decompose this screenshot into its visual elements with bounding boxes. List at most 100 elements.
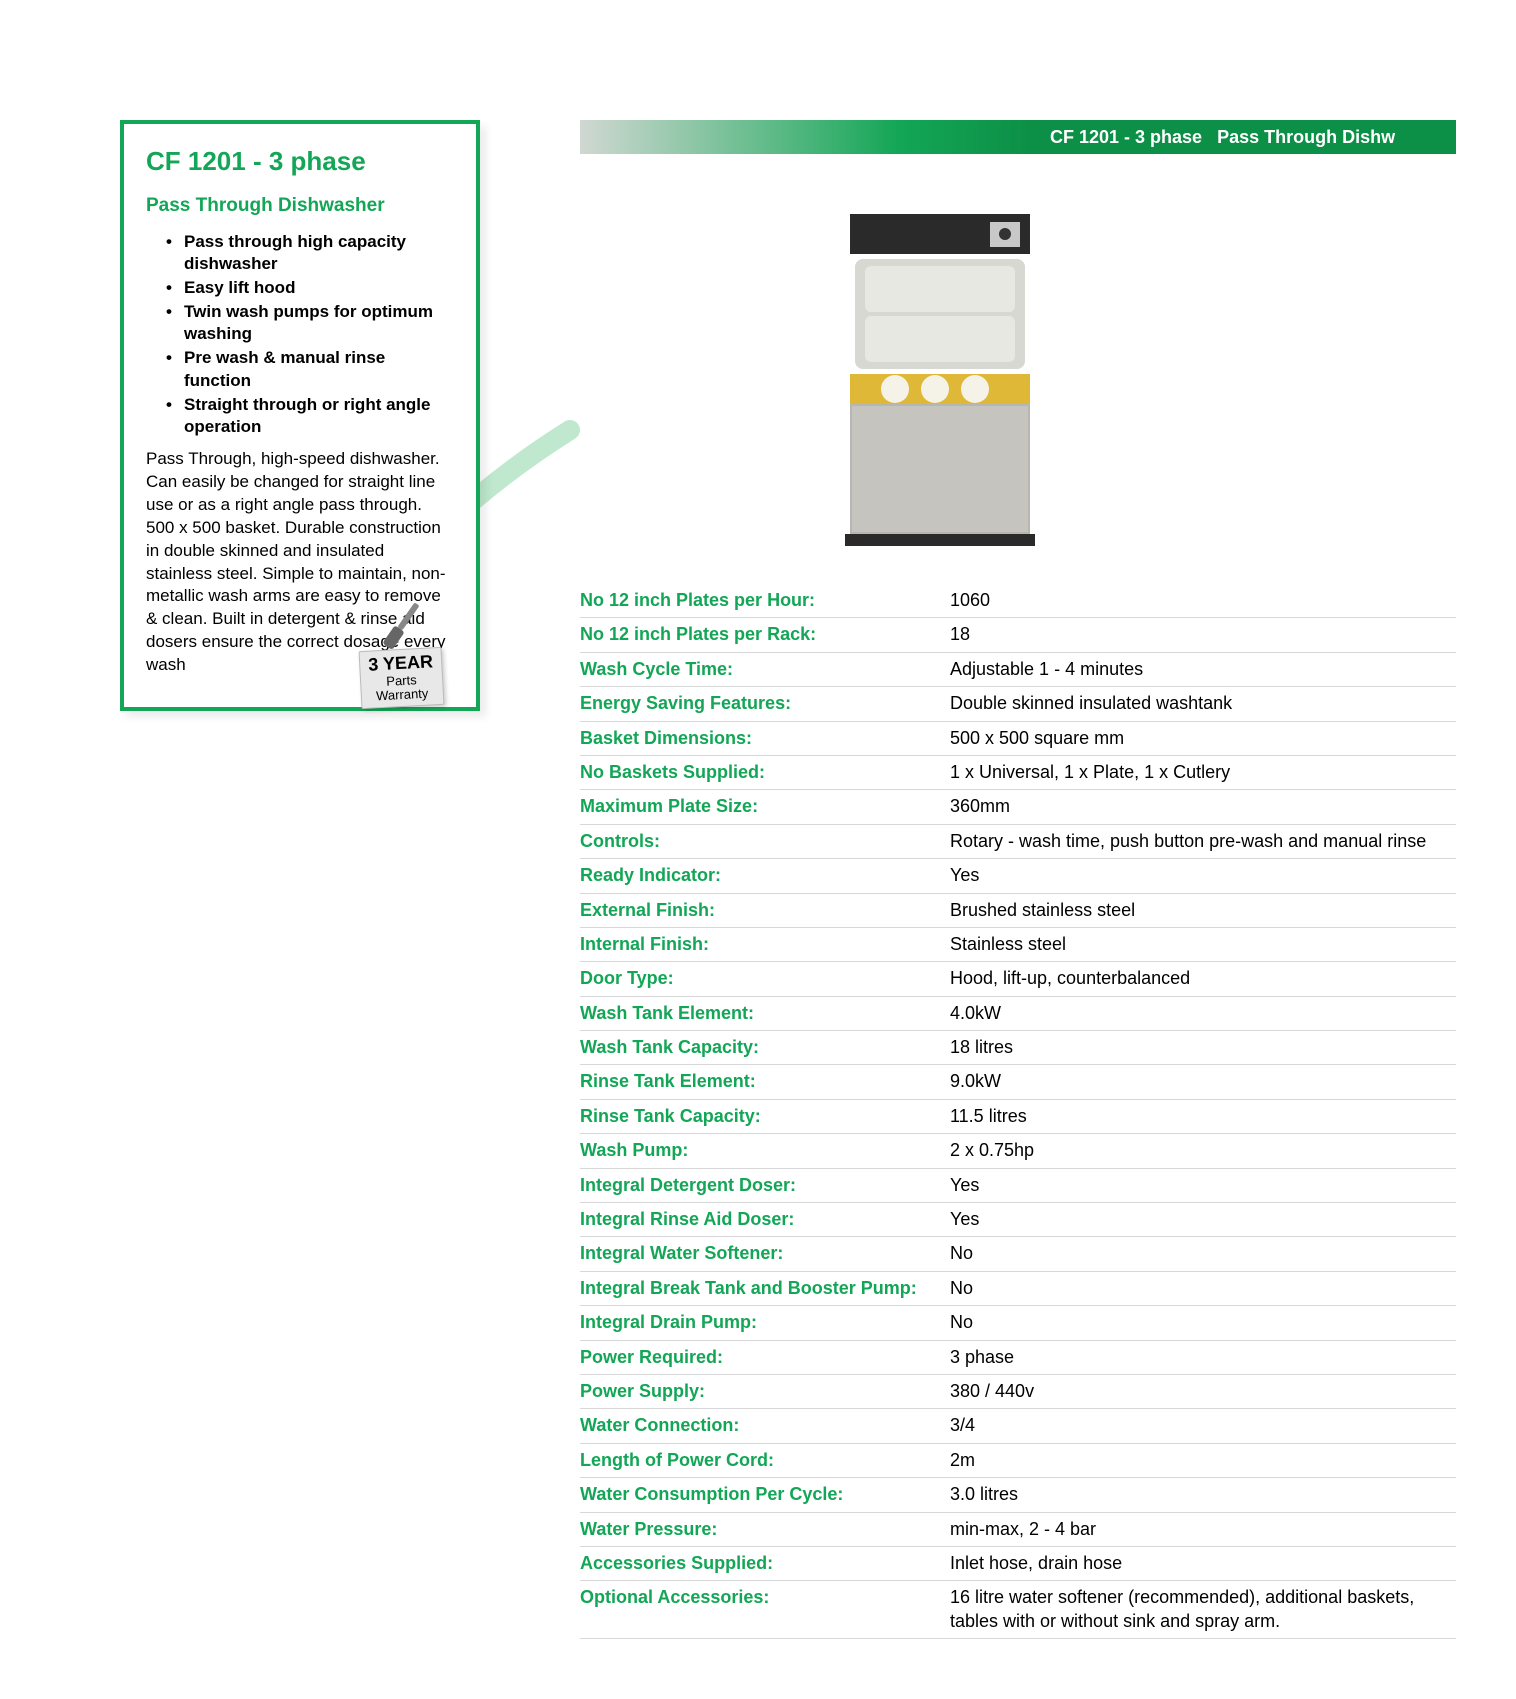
spec-row: Length of Power Cord:2m [580,1443,1456,1477]
warranty-years: 3 YEAR [367,652,433,675]
spec-label: Wash Pump: [580,1134,950,1168]
spec-label: Wash Tank Element: [580,996,950,1030]
spec-row: Wash Cycle Time:Adjustable 1 - 4 minutes [580,652,1456,686]
spec-row: Wash Tank Element:4.0kW [580,996,1456,1030]
page: CF 1201 - 3 phase Pass Through Dishwashe… [120,120,1456,1639]
spec-value: 1 x Universal, 1 x Plate, 1 x Cutlery [950,755,1456,789]
spec-value: 380 / 440v [950,1374,1456,1408]
spec-label: Integral Rinse Aid Doser: [580,1203,950,1237]
spec-value: Rotary - wash time, push button pre-wash… [950,824,1456,858]
spec-row: No 12 inch Plates per Rack:18 [580,618,1456,652]
spec-value: Inlet hose, drain hose [950,1546,1456,1580]
spec-row: Integral Break Tank and Booster Pump:No [580,1271,1456,1305]
spec-row: Rinse Tank Capacity:11.5 litres [580,1099,1456,1133]
spec-row: Wash Tank Capacity:18 litres [580,1031,1456,1065]
spec-value: Double skinned insulated washtank [950,687,1456,721]
spec-value: 16 litre water softener (recommended), a… [950,1581,1456,1639]
product-title: CF 1201 - 3 phase [146,146,454,177]
feature-item: Twin wash pumps for optimum washing [184,301,454,345]
spec-label: Optional Accessories: [580,1581,950,1639]
spec-value: No [950,1237,1456,1271]
details-panel: CF 1201 - 3 phase Pass Through Dishw [580,120,1456,1639]
header-product: Pass Through Dishw [1217,127,1395,148]
spec-label: Internal Finish: [580,927,950,961]
spec-row: Integral Water Softener:No [580,1237,1456,1271]
spec-value: 18 [950,618,1456,652]
spec-row: Integral Rinse Aid Doser:Yes [580,1203,1456,1237]
product-image [840,204,1040,554]
spec-row: Door Type:Hood, lift-up, counterbalanced [580,962,1456,996]
spec-value: 500 x 500 square mm [950,721,1456,755]
spec-label: Maximum Plate Size: [580,790,950,824]
spec-label: Water Consumption Per Cycle: [580,1478,950,1512]
spec-label: No 12 inch Plates per Hour: [580,584,950,618]
spec-row: Energy Saving Features:Double skinned in… [580,687,1456,721]
spec-row: Water Pressure:min-max, 2 - 4 bar [580,1512,1456,1546]
spec-value: 3.0 litres [950,1478,1456,1512]
spec-label: Basket Dimensions: [580,721,950,755]
warranty-label: Warranty [375,686,428,704]
feature-item: Pass through high capacity dishwasher [184,231,454,275]
spec-value: 3 phase [950,1340,1456,1374]
feature-item: Easy lift hood [184,277,454,299]
spec-label: Wash Cycle Time: [580,652,950,686]
spec-value: 18 litres [950,1031,1456,1065]
spec-value: 9.0kW [950,1065,1456,1099]
warranty-badge: 3 YEAR Parts Warranty [346,597,456,687]
spec-label: Integral Drain Pump: [580,1306,950,1340]
spec-label: Door Type: [580,962,950,996]
spec-label: No 12 inch Plates per Rack: [580,618,950,652]
spec-value: Stainless steel [950,927,1456,961]
spec-label: Ready Indicator: [580,859,950,893]
spec-row: Rinse Tank Element:9.0kW [580,1065,1456,1099]
summary-panel: CF 1201 - 3 phase Pass Through Dishwashe… [120,120,480,711]
product-subtitle: Pass Through Dishwasher [146,195,454,217]
spec-label: External Finish: [580,893,950,927]
spec-label: Controls: [580,824,950,858]
spec-table: No 12 inch Plates per Hour:1060No 12 inc… [580,584,1456,1639]
spec-label: Energy Saving Features: [580,687,950,721]
spec-label: Length of Power Cord: [580,1443,950,1477]
spec-label: No Baskets Supplied: [580,755,950,789]
spec-row: Water Connection:3/4 [580,1409,1456,1443]
spec-label: Water Connection: [580,1409,950,1443]
spec-row: No 12 inch Plates per Hour:1060 [580,584,1456,618]
spec-value: 3/4 [950,1409,1456,1443]
spec-value: 4.0kW [950,996,1456,1030]
spec-label: Integral Detergent Doser: [580,1168,950,1202]
spec-value: Hood, lift-up, counterbalanced [950,962,1456,996]
spec-value: Yes [950,1203,1456,1237]
spec-value: 360mm [950,790,1456,824]
header-bar: CF 1201 - 3 phase Pass Through Dishw [580,120,1456,154]
spec-value: min-max, 2 - 4 bar [950,1512,1456,1546]
spec-label: Wash Tank Capacity: [580,1031,950,1065]
spec-row: Controls:Rotary - wash time, push button… [580,824,1456,858]
spec-label: Water Pressure: [580,1512,950,1546]
spec-row: No Baskets Supplied:1 x Universal, 1 x P… [580,755,1456,789]
spec-value: Brushed stainless steel [950,893,1456,927]
spec-row: Water Consumption Per Cycle:3.0 litres [580,1478,1456,1512]
spec-row: Basket Dimensions:500 x 500 square mm [580,721,1456,755]
spec-label: Integral Break Tank and Booster Pump: [580,1271,950,1305]
spec-row: Wash Pump:2 x 0.75hp [580,1134,1456,1168]
spec-row: Optional Accessories:16 litre water soft… [580,1581,1456,1639]
spec-row: External Finish:Brushed stainless steel [580,893,1456,927]
spec-value: Adjustable 1 - 4 minutes [950,652,1456,686]
feature-list: Pass through high capacity dishwasherEas… [146,231,454,438]
spec-label: Accessories Supplied: [580,1546,950,1580]
spec-row: Integral Drain Pump:No [580,1306,1456,1340]
spec-value: Yes [950,859,1456,893]
spec-row: Power Required:3 phase [580,1340,1456,1374]
spec-row: Internal Finish:Stainless steel [580,927,1456,961]
feature-item: Pre wash & manual rinse function [184,347,454,391]
spec-value: 2m [950,1443,1456,1477]
spec-row: Maximum Plate Size:360mm [580,790,1456,824]
spec-value: 2 x 0.75hp [950,1134,1456,1168]
spec-label: Integral Water Softener: [580,1237,950,1271]
spec-label: Power Supply: [580,1374,950,1408]
feature-item: Straight through or right angle operatio… [184,394,454,438]
spec-value: 11.5 litres [950,1099,1456,1133]
header-model: CF 1201 - 3 phase [1050,127,1202,148]
spec-row: Integral Detergent Doser:Yes [580,1168,1456,1202]
spec-value: No [950,1306,1456,1340]
